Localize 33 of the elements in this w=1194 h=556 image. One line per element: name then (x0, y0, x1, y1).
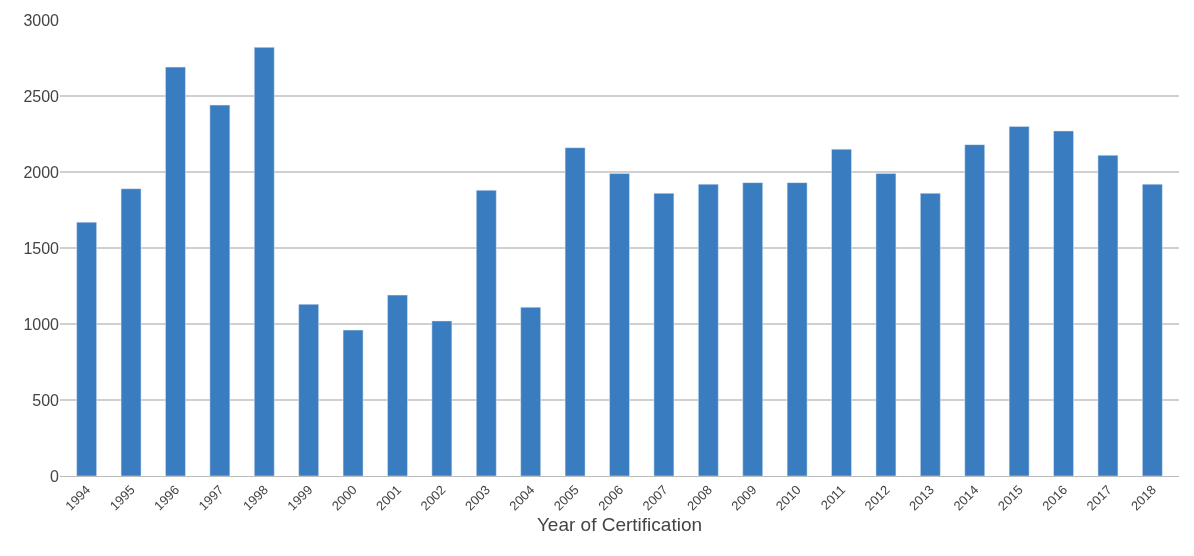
bar (431, 320, 453, 476)
bar (609, 173, 630, 476)
bar (1142, 183, 1163, 476)
bar (698, 183, 719, 476)
bar (209, 104, 231, 476)
y-tick-label: 500 (32, 391, 60, 409)
bar (1097, 155, 1119, 476)
bar (476, 189, 497, 476)
y-tick-label: 2000 (23, 163, 60, 181)
y-tick-label: 1500 (23, 239, 60, 257)
bar (1053, 130, 1074, 476)
bar (920, 193, 941, 476)
bar (831, 148, 852, 476)
bar (653, 193, 675, 476)
bar (342, 329, 364, 476)
bar (76, 221, 97, 476)
bar (254, 47, 275, 476)
y-tick-label: 2500 (23, 87, 60, 105)
bar (165, 66, 186, 476)
bar (387, 294, 408, 476)
bar (742, 182, 763, 476)
y-tick-label: 3000 (23, 11, 60, 29)
bar (964, 144, 985, 476)
bar (564, 147, 586, 476)
bar (120, 188, 142, 476)
bar (1008, 126, 1030, 476)
bar (298, 303, 319, 476)
bar (520, 307, 541, 476)
bar (875, 173, 897, 476)
y-tick-label: 0 (50, 467, 60, 485)
bar (786, 182, 808, 476)
x-axis-title: Year of Certification (536, 514, 703, 536)
y-tick-label: 1000 (23, 315, 60, 333)
